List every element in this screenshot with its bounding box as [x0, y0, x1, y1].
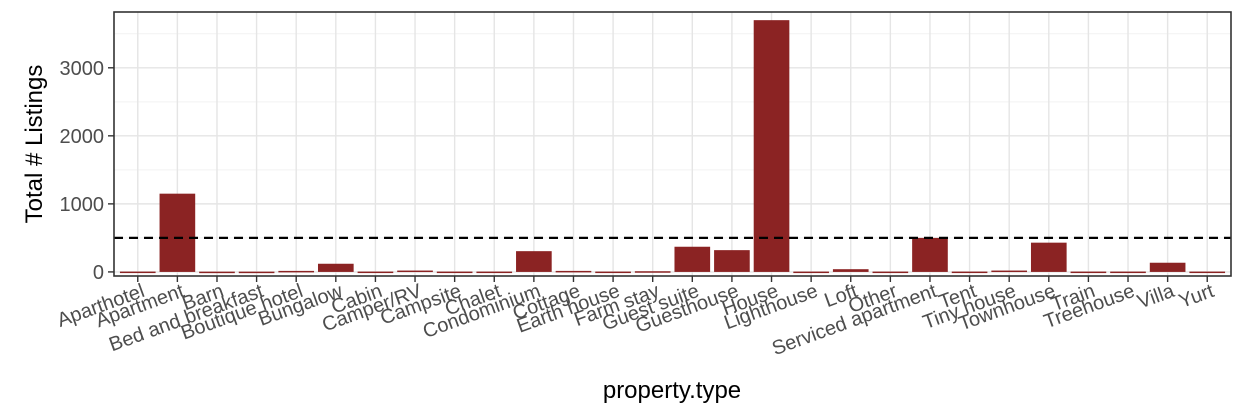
bar — [357, 271, 394, 274]
x-tick-label: Yurt — [1176, 280, 1217, 313]
bar — [238, 271, 275, 274]
bar — [714, 250, 750, 272]
bar — [1110, 271, 1146, 274]
y-tick-label: 3000 — [60, 58, 105, 80]
x-tick-label: Villa — [1135, 280, 1179, 314]
bar — [912, 237, 948, 272]
bar — [753, 20, 790, 272]
bar — [317, 263, 354, 272]
bar — [397, 270, 433, 273]
y-tick-label: 0 — [93, 262, 104, 284]
bar — [199, 271, 235, 274]
bar — [555, 270, 592, 273]
bar — [595, 271, 631, 274]
bar — [872, 271, 909, 274]
plot-border — [113, 11, 1232, 277]
bar — [1030, 242, 1067, 272]
bar — [674, 246, 711, 272]
bar — [634, 271, 671, 273]
bars — [119, 20, 1226, 274]
bar — [278, 270, 315, 273]
bar — [476, 271, 513, 274]
bar — [159, 193, 196, 272]
bar — [832, 269, 869, 272]
x-axis-title: property.type — [603, 377, 741, 404]
bar — [436, 271, 473, 274]
bar — [951, 271, 988, 274]
bar — [1189, 271, 1226, 274]
bar — [1070, 271, 1107, 274]
bar — [793, 271, 829, 274]
bar — [119, 271, 156, 274]
bar — [1149, 262, 1186, 272]
y-tick-label: 2000 — [60, 126, 105, 148]
y-tick-label: 1000 — [60, 194, 105, 216]
bar — [516, 251, 552, 272]
bar — [991, 270, 1028, 273]
y-axis: 0 1000 2000 3000 — [60, 58, 114, 284]
y-axis-title: Total # Listings — [21, 65, 48, 224]
plot-background — [114, 12, 1231, 276]
